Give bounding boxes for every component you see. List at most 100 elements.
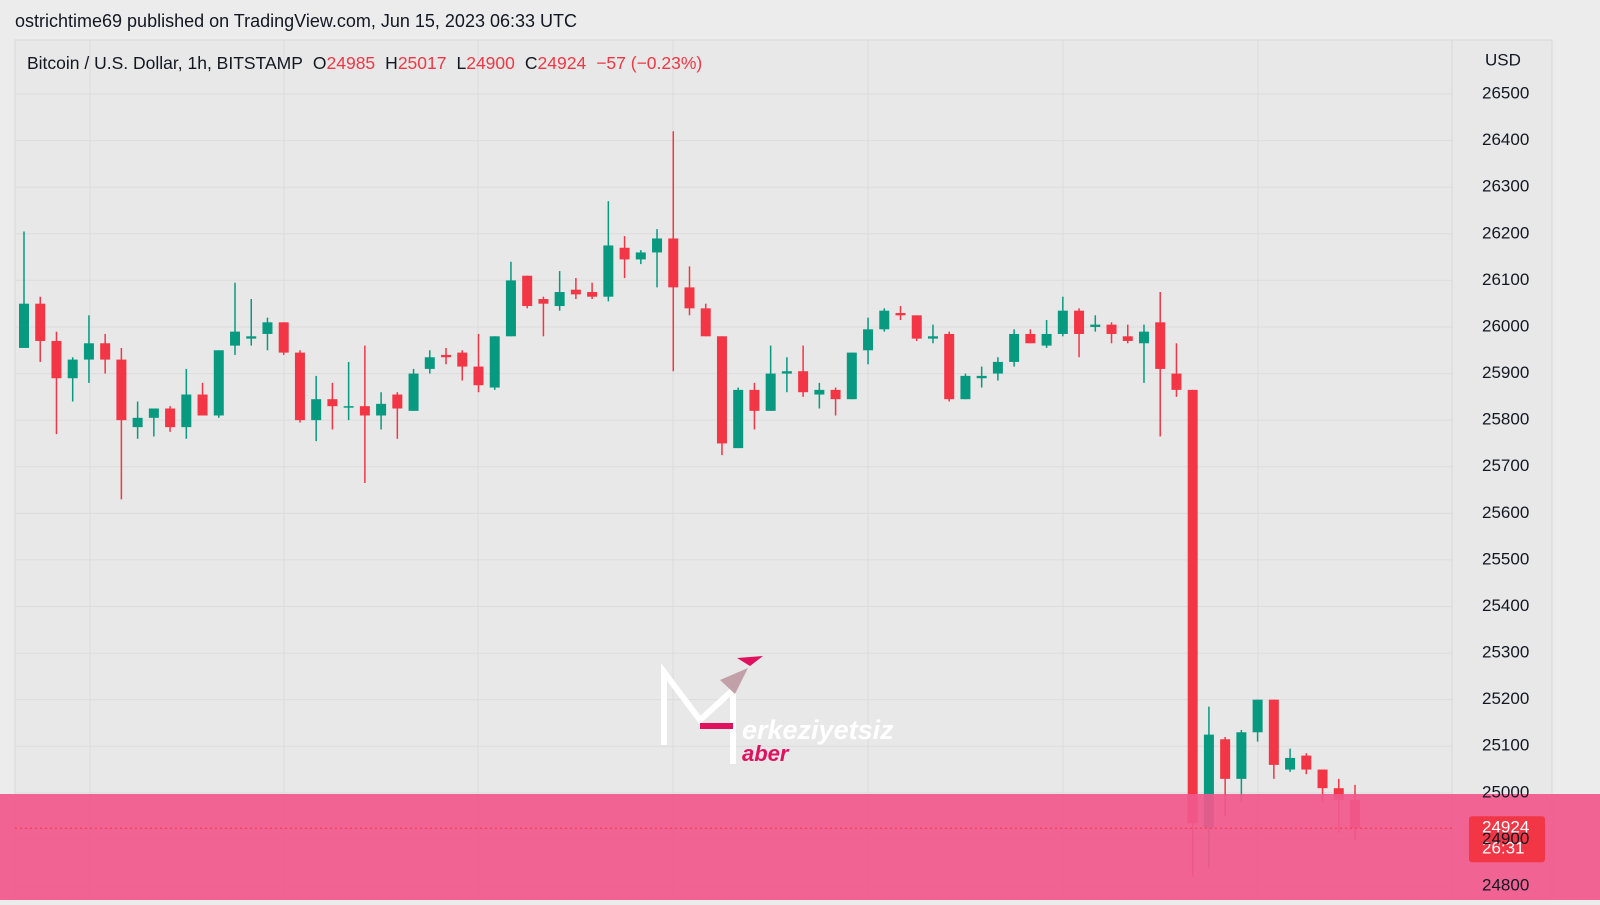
last-price-box — [1469, 816, 1545, 863]
logo-arrow — [737, 656, 763, 666]
candle-body — [895, 313, 906, 316]
close-value: 24924 — [538, 53, 587, 73]
candle-body — [165, 408, 176, 428]
y-tick-label: 24900 — [1482, 829, 1529, 848]
y-tick-label: 24800 — [1482, 876, 1529, 895]
y-tick-label: 25600 — [1482, 503, 1529, 522]
ohlc-label: L — [456, 53, 466, 73]
candle-body — [197, 394, 208, 416]
candle-body — [927, 336, 938, 339]
y-tick-label: 26200 — [1482, 223, 1529, 242]
candle-body — [668, 238, 679, 288]
candle-body — [587, 292, 598, 297]
y-tick-label: 25100 — [1482, 736, 1529, 755]
candle-body — [733, 389, 744, 449]
candle-body — [1106, 324, 1117, 334]
candle-body — [230, 331, 241, 346]
y-tick-label: 26500 — [1482, 84, 1529, 103]
y-tick-label: 26000 — [1482, 316, 1529, 335]
y-tick-label: 25500 — [1482, 549, 1529, 568]
symbol-title: Bitcoin / U.S. Dollar, 1h, BITSTAMP — [27, 53, 303, 73]
candle-body — [846, 352, 857, 400]
candle-body — [798, 371, 809, 393]
candle-body — [246, 336, 257, 339]
candle-body — [311, 399, 322, 421]
overlay-band — [0, 794, 1600, 900]
y-tick-label: 25300 — [1482, 643, 1529, 662]
candle-body — [1171, 373, 1182, 390]
candle-body — [911, 315, 922, 339]
candle-body — [1285, 757, 1296, 770]
candle-body — [1057, 310, 1068, 334]
y-tick-label: 26100 — [1482, 270, 1529, 289]
candle-body — [343, 406, 354, 408]
open-value: 24985 — [327, 53, 376, 73]
candle-body — [960, 375, 971, 400]
candle-body — [522, 275, 533, 307]
last-price-tag: 24924 26:31 — [15, 816, 1545, 863]
candle-body — [359, 406, 370, 416]
candle-body — [278, 322, 289, 353]
candle-body — [765, 373, 776, 411]
ohlc-label: O — [313, 53, 327, 73]
candle-body — [51, 340, 62, 379]
y-tick-label: 25900 — [1482, 363, 1529, 382]
candle-body — [814, 389, 825, 395]
candle-body — [700, 308, 711, 337]
candle-body — [1155, 322, 1166, 369]
candle-body — [1074, 310, 1085, 334]
candle-body — [213, 350, 224, 416]
logo-arrow — [720, 668, 748, 694]
publisher-line: ostrichtime69 published on TradingView.c… — [15, 11, 577, 31]
price-axis — [1451, 39, 1553, 901]
candle-body — [554, 292, 565, 307]
candle-body — [132, 417, 143, 428]
y-tick-label: 25200 — [1482, 689, 1529, 708]
candle-body — [35, 303, 46, 341]
watermark-logo: erkeziyetsiz aber — [661, 656, 894, 766]
candle-body — [424, 357, 435, 369]
candle-body — [1009, 333, 1020, 362]
candle-body — [863, 329, 874, 351]
candle-body — [262, 322, 273, 334]
high-value: 25017 — [398, 53, 447, 73]
candle-body — [116, 359, 127, 421]
candle-body — [538, 299, 549, 304]
candle-body — [457, 352, 468, 367]
candle-body — [570, 289, 581, 295]
candle-body — [1138, 331, 1149, 344]
candle-body — [1220, 739, 1231, 779]
low-value: 24900 — [466, 53, 515, 73]
candle-body — [879, 310, 890, 330]
candle-body — [441, 354, 452, 358]
candle-body — [635, 252, 646, 260]
candle-body — [976, 375, 987, 379]
candle-body — [100, 343, 111, 360]
candle-body — [489, 336, 500, 388]
y-tick-label: 26400 — [1482, 130, 1529, 149]
candle-body — [1236, 732, 1247, 779]
candle-body — [749, 389, 760, 411]
candle-body — [992, 361, 1003, 374]
candle-body — [603, 245, 614, 297]
candle-body — [830, 389, 841, 400]
candle-body — [1187, 389, 1198, 824]
candle-body — [1317, 769, 1328, 789]
candle-body — [1122, 336, 1133, 341]
candle-body — [408, 373, 419, 411]
currency: USD — [1485, 50, 1521, 69]
logo-m — [661, 663, 736, 764]
candle-body — [181, 394, 192, 428]
candle-body — [944, 333, 955, 400]
candle-body — [1025, 333, 1036, 344]
candle-body — [1203, 734, 1214, 828]
y-tick-label: 26300 — [1482, 177, 1529, 196]
candle-body — [716, 336, 727, 444]
ohlc-label: C — [525, 53, 538, 73]
candle-body — [1041, 333, 1052, 346]
candle-body — [294, 352, 305, 421]
candle-body — [392, 394, 403, 409]
candle-body — [376, 403, 387, 416]
candle-body — [1252, 699, 1263, 733]
